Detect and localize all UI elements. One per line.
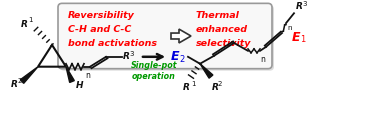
Text: n: n <box>260 55 265 64</box>
Text: Thermal: Thermal <box>196 11 240 20</box>
Text: Single-pot
operation: Single-pot operation <box>131 61 177 81</box>
Text: E: E <box>292 30 301 44</box>
Text: R: R <box>296 2 303 11</box>
Text: 1: 1 <box>191 81 195 87</box>
Text: 2: 2 <box>218 81 222 87</box>
Text: C-H and C-C: C-H and C-C <box>68 25 132 34</box>
FancyBboxPatch shape <box>58 3 272 69</box>
Text: H: H <box>76 81 84 90</box>
Text: R: R <box>11 80 18 89</box>
Text: n: n <box>287 25 291 31</box>
Text: n: n <box>85 71 90 80</box>
Text: 1: 1 <box>28 17 33 23</box>
Text: 3: 3 <box>302 1 307 7</box>
Text: bond activations: bond activations <box>68 39 157 48</box>
Text: R: R <box>212 82 219 91</box>
Text: 2: 2 <box>180 55 185 64</box>
Text: selectivity: selectivity <box>196 39 251 48</box>
Text: E: E <box>171 50 180 63</box>
Polygon shape <box>20 67 38 83</box>
Text: Reversibility: Reversibility <box>68 11 135 20</box>
Polygon shape <box>200 64 213 78</box>
FancyBboxPatch shape <box>60 5 274 71</box>
Text: 2: 2 <box>18 77 22 84</box>
Text: R: R <box>21 20 28 29</box>
Text: R: R <box>123 52 130 61</box>
Text: 1: 1 <box>301 36 306 44</box>
Text: enhanced: enhanced <box>196 25 248 34</box>
Polygon shape <box>171 29 191 43</box>
Text: R: R <box>183 82 189 91</box>
Text: 3: 3 <box>130 51 134 57</box>
Polygon shape <box>66 67 74 82</box>
